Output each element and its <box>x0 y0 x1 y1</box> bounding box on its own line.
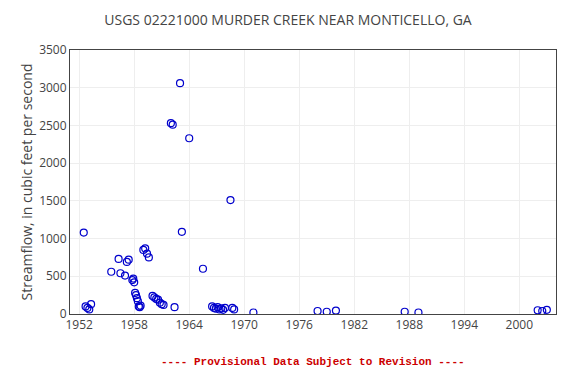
svg-text:500: 500 <box>46 267 67 284</box>
svg-text:Streamflow, in cubic feet per: Streamflow, in cubic feet per second <box>17 64 36 301</box>
svg-text:USGS 02221000 MURDER CREEK NEA: USGS 02221000 MURDER CREEK NEAR MONTICEL… <box>104 10 472 29</box>
svg-text:1000: 1000 <box>39 230 67 247</box>
svg-text:3000: 3000 <box>39 79 67 96</box>
svg-text:---- Provisional Data Subject: ---- Provisional Data Subject to Revisio… <box>161 356 465 368</box>
svg-text:1952: 1952 <box>65 316 93 333</box>
svg-text:1988: 1988 <box>396 316 424 333</box>
svg-text:1976: 1976 <box>286 316 314 333</box>
svg-text:1970: 1970 <box>231 316 259 333</box>
svg-text:3500: 3500 <box>39 41 67 58</box>
svg-text:2000: 2000 <box>39 154 67 171</box>
svg-text:1958: 1958 <box>120 316 148 333</box>
svg-text:1500: 1500 <box>39 192 67 209</box>
svg-text:1964: 1964 <box>175 316 203 333</box>
svg-text:2000: 2000 <box>506 316 534 333</box>
svg-text:1994: 1994 <box>451 316 479 333</box>
svg-text:2500: 2500 <box>39 117 67 134</box>
svg-text:1982: 1982 <box>341 316 369 333</box>
svg-text:0: 0 <box>60 305 67 322</box>
